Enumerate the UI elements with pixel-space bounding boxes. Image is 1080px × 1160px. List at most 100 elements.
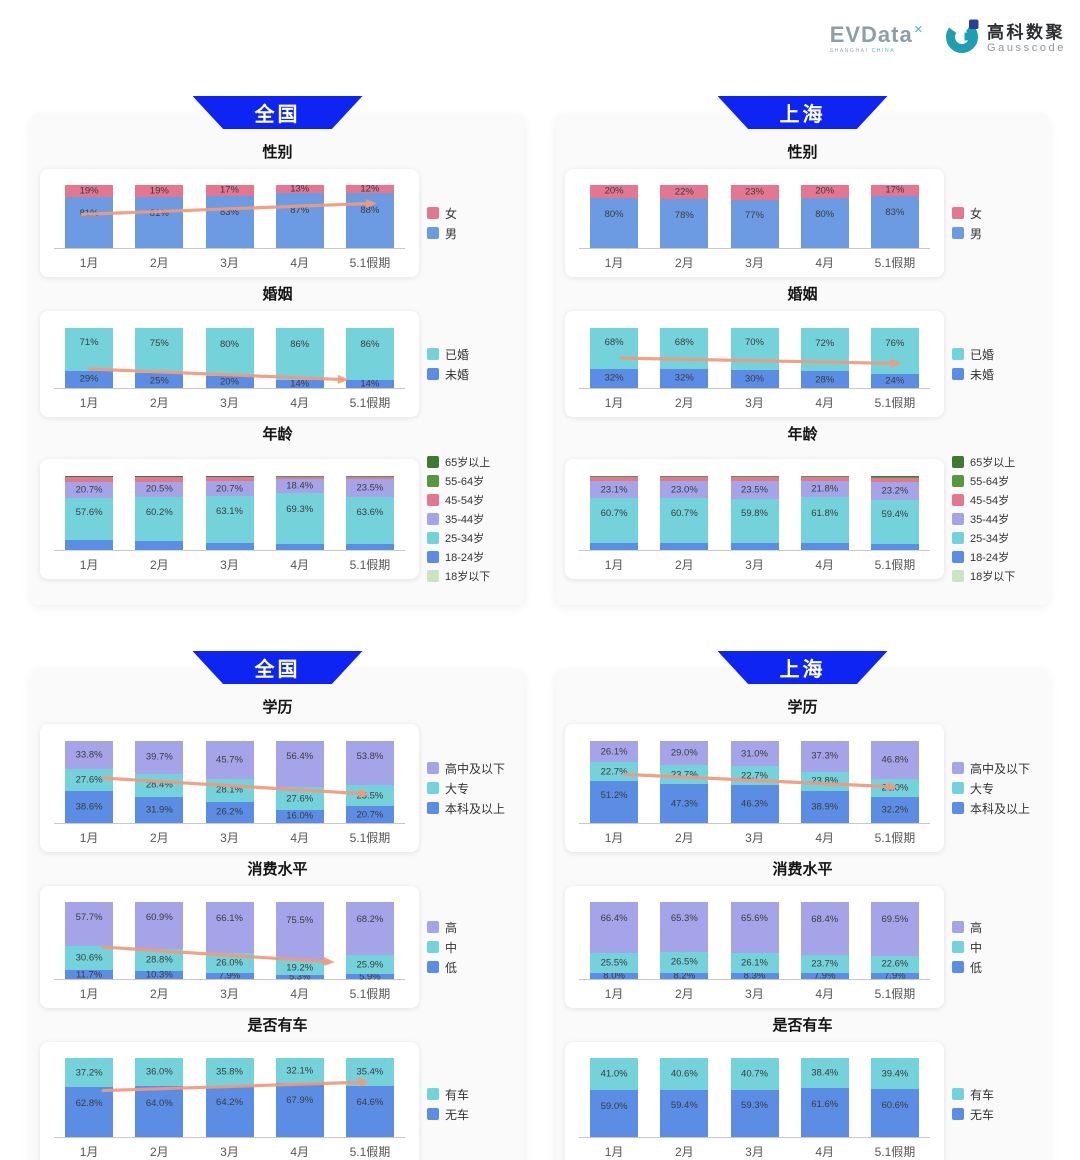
bar-stack: 5.3% 19.2% 75.5%: [275, 902, 324, 982]
bar-segment: [205, 476, 254, 477]
legend-swatch: [952, 348, 964, 360]
region-panel: 学历 51.2% 22.7% 26.1% 47.3% 23.7% 29.0% 46.3% 22.…: [555, 668, 1050, 1160]
chart-block: 学历 38.6% 27.6% 33.8% 31.9% 28.4% 39.7% 26.2% 28.…: [40, 696, 515, 852]
x-axis-label: 1月: [604, 831, 624, 845]
evdata-tagline: SHANGHAI CHINA: [829, 47, 896, 54]
chart-body: 29% 71% 25% 75% 20% 80% 14% 86% 14% 86% 1月 2月 3月 4月 5.…: [40, 311, 515, 417]
bar-segment-label: 80%: [219, 338, 239, 350]
bar-slot: 60.6% 39.4%: [860, 1051, 930, 1137]
bar-slot: 16.0% 27.6% 56.4%: [265, 733, 335, 823]
legend-item: 有车: [952, 1086, 1040, 1103]
bar-segment: 59.4%: [870, 499, 919, 544]
plot-area: 38.6% 27.6% 33.8% 31.9% 28.4% 39.7% 26.2% 28.1%…: [54, 733, 405, 823]
bar-segment: 20.5%: [135, 481, 184, 497]
bar-segment: 17%: [205, 185, 254, 196]
header-logos: EVData✕ SHANGHAI CHINA 高科数聚 Gausscode: [830, 18, 1066, 59]
bar-slot: 62.8% 37.2%: [54, 1051, 124, 1137]
legend-label: 有车: [445, 1087, 470, 1102]
bar-segment: [65, 476, 114, 483]
bar-segment-label: 53.8%: [356, 750, 384, 762]
legend-item: 55-64岁: [952, 473, 1040, 489]
bar-segment: 8.2%: [660, 970, 709, 981]
legend-item: 低: [952, 959, 1040, 976]
legend-label: 中: [970, 940, 983, 955]
chart-title: 年龄: [262, 426, 293, 443]
bar-stack: 60.7% 23.0%: [660, 476, 709, 550]
bar-segment: 14%: [345, 378, 394, 389]
legend-swatch: [427, 456, 439, 468]
bar-segment: 60.7%: [590, 498, 639, 544]
bar-segment-label: 26.5%: [670, 956, 698, 968]
chart-title: 学历: [787, 699, 818, 716]
bar-stack: 63.1% 20.7%: [205, 476, 254, 550]
bar-segment: 20%: [590, 185, 639, 198]
bar-stack: 20.7% 25.5% 53.8%: [345, 741, 394, 823]
chart-body: 59.0% 41.0% 59.4% 40.6% 59.3% 40.7% 61.6% 38.4%…: [565, 1042, 1040, 1160]
legend: 高中低: [419, 916, 515, 979]
bar-stack: 59.3% 40.7%: [730, 1058, 779, 1137]
x-axis: 1月 2月 3月 4月 5.1假期: [54, 1137, 405, 1160]
bar-segment-label: 72%: [815, 337, 835, 349]
bar-segment: [275, 544, 324, 550]
legend-item: 本科及以上: [952, 800, 1040, 817]
bar-segment-label: 86%: [290, 339, 310, 351]
x-axis-label: 5.1假期: [349, 256, 391, 270]
bar-segment-label: 23.7%: [811, 958, 839, 970]
chart-block: 年龄 57.6% 20.7% 60.2% 20.5% 63.1% 20.7% 69.3% 18.…: [40, 423, 515, 587]
bar-slot: 32% 68%: [649, 320, 719, 388]
bar-segment: 68%: [590, 328, 639, 369]
bar-segment-label: 57.7%: [75, 911, 103, 923]
chart-card: 57.6% 20.7% 60.2% 20.5% 63.1% 20.7% 69.3% 18.4%…: [40, 459, 419, 579]
bar-segment-label: 25.5%: [600, 957, 628, 969]
bar-segment-label: 11.7%: [75, 969, 103, 980]
legend-swatch: [427, 551, 439, 563]
bar-stack: 32% 68%: [590, 328, 639, 388]
bar-segment: 23.2%: [870, 482, 919, 500]
legend: 有车 无车: [419, 1083, 515, 1126]
region-panel: 性别 80% 20% 78% 22% 77% 23% 80% 20% 83% 17% 1月 2月 3月 4月…: [555, 113, 1050, 605]
bar-segment-label: 80%: [815, 208, 835, 220]
x-axis-label: 1月: [604, 558, 624, 572]
panel-row: 全国 学历 38.6% 27.6% 33.8% 31.9% 28.4% 39.7% 26.2% 2…: [30, 651, 1050, 1160]
bar-segment-label: 64.2%: [216, 1097, 243, 1109]
bar-segment: 31.0%: [730, 741, 779, 767]
plot-area: 60.7% 23.1% 60.7% 23.0% 59.8% 23.5% 61.8% 21.8%…: [579, 468, 930, 550]
bar-segment: 32.2%: [870, 796, 919, 823]
bar-segment-label: 20.5%: [145, 483, 173, 495]
x-axis-label: 1月: [79, 558, 99, 572]
bar-segment: 25.9%: [345, 954, 394, 975]
bar-slot: 64.6% 35.4%: [335, 1051, 405, 1137]
legend-label: 大专: [970, 781, 995, 796]
bar-segment: 40.7%: [730, 1058, 779, 1091]
legend-swatch: [952, 207, 964, 219]
bar-segment-label: 22.7%: [600, 766, 628, 778]
legend-swatch: [952, 475, 964, 487]
bar-segment: 26.5%: [660, 952, 709, 973]
plot-area: 29% 71% 25% 75% 20% 80% 14% 86% 14% 86%: [54, 320, 405, 389]
bar-segment-label: 10.3%: [145, 969, 173, 981]
x-axis-label: 2月: [674, 831, 694, 845]
legend-item: 已婚: [952, 346, 1040, 363]
chart-block: 是否有车 59.0% 41.0% 59.4% 40.6% 59.3% 40.7% 61.6% 3…: [565, 1014, 1040, 1160]
bar-stack: 26.2% 28.1% 45.7%: [205, 741, 254, 823]
bar-slot: 81% 19%: [124, 178, 194, 248]
bar-segment-label: 23.8%: [811, 775, 839, 787]
bar-segment: 62.8%: [65, 1087, 114, 1137]
legend-swatch: [427, 227, 439, 239]
bar-stack: 61.8% 21.8%: [800, 476, 849, 550]
bar-stack: 30% 70%: [730, 328, 779, 388]
legend-item: 18岁以下: [952, 568, 1040, 584]
bar-segment-label: 21.8%: [811, 483, 839, 495]
x-axis: 1月 2月 3月 4月 5.1假期: [54, 248, 405, 274]
bar-segment: 60.6%: [870, 1089, 919, 1137]
legend-swatch: [952, 570, 964, 582]
x-axis-label: 3月: [220, 987, 239, 1001]
legend-item: 高: [427, 919, 515, 936]
bar-slot: 60.2% 20.5%: [124, 468, 194, 550]
bar-segment: 20%: [800, 185, 849, 198]
chart-title: 婚姻: [787, 286, 818, 303]
chart-body: 32% 68% 32% 68% 30% 70% 28% 72% 24% 76% 1月 2月 3月 4月 5.…: [565, 311, 1040, 417]
bar-segment-label: 29%: [79, 373, 99, 385]
x-axis-label: 3月: [745, 256, 764, 270]
